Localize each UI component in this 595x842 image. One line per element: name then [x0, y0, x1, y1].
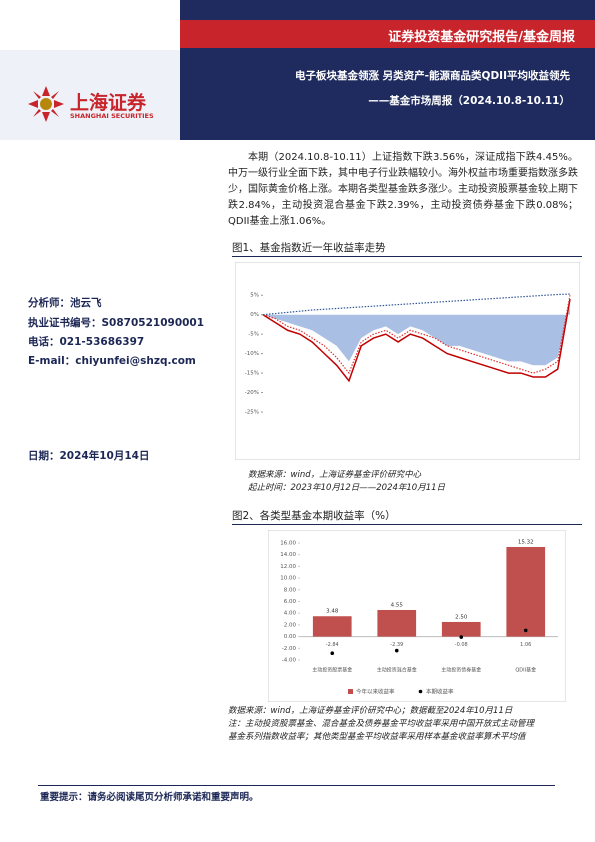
legend-label: 今年以来收益率 — [356, 688, 395, 696]
logo-icon — [28, 86, 64, 122]
value-label: 1.06 — [520, 642, 531, 648]
y-tick-label: -25% — [245, 410, 259, 416]
y-tick-label: 16.00 — [280, 541, 296, 547]
figure2-chart: 16.00 14.00 12.00 10.00 8.00 6.00 4.00 2.00 0.00… — [268, 530, 566, 702]
figure1-caption: 图1、基金指数近一年收益率走势 — [232, 242, 386, 254]
y-tick-label: -20% — [245, 390, 259, 396]
figure2-caption: 图2、各类型基金本期收益率（%） — [232, 510, 396, 522]
y-tick-label: 0% — [250, 312, 259, 318]
x-tick-label: QDII基金 — [515, 667, 536, 674]
bar — [377, 609, 417, 637]
line — [262, 295, 571, 375]
logo-en: SHANGHAI SECURITIES — [70, 112, 154, 120]
value-label: 3.48 — [326, 609, 339, 615]
value-label: -2.84 — [326, 642, 339, 648]
y-tick-label: 10.00 — [280, 576, 296, 582]
figure2-note: 注：主动投资股票基金、混合基金及债券基金平均收益率采用中国开放式主动管理 — [228, 719, 535, 729]
x-tick-label: 主动投资股票基金 — [312, 667, 352, 674]
y-tick-label: -5% — [248, 332, 259, 338]
figure2-note: 基金系列指数收益率；其他类型基金平均收益率采用样本基金收益率算术平均值 — [228, 732, 526, 742]
line — [262, 299, 571, 383]
value-label: -0.08 — [455, 642, 468, 648]
legend-swatch — [348, 689, 353, 694]
footer: 重要提示：请务必阅读尾页分析师承诺和重要声明。 — [40, 792, 259, 803]
y-tick-label: 4.00 — [284, 611, 297, 617]
line — [262, 293, 571, 316]
dot — [330, 651, 335, 656]
subtitle: ——基金市场周报（2024.10.8-10.11） — [368, 95, 570, 107]
y-tick-label: 2.00 — [284, 622, 297, 628]
figure2-note: 数据来源：wind，上海证券基金评价研究中心；数据截至2024年10月11日 — [228, 706, 513, 716]
y-tick-label: 6.00 — [284, 599, 297, 605]
legend-swatch — [418, 689, 423, 694]
footer-rule — [38, 785, 555, 786]
analyst-email: E-mail：chiyunfei@shzq.com — [28, 355, 196, 367]
analyst-cert: 执业证书编号：S0870521090001 — [28, 317, 205, 329]
analyst-name: 分析师：池云飞 — [28, 297, 102, 309]
legend-label: 本期收益率 — [426, 688, 454, 696]
y-tick-label: -2.00 — [282, 646, 297, 652]
y-tick-label: 14.00 — [280, 552, 296, 558]
report-type: 证券投资基金研究报告/基金周报 — [388, 30, 575, 45]
value-label: 15.32 — [518, 539, 534, 545]
y-tick-label: -4.00 — [282, 658, 297, 664]
value-label: 2.50 — [455, 614, 468, 620]
y-tick-label: -15% — [245, 371, 259, 377]
y-tick-label: 0.00 — [284, 634, 297, 640]
logo-cn: 上海证券 — [70, 92, 147, 114]
dot — [459, 635, 464, 639]
logo-panel — [0, 50, 180, 140]
figure1-source: 数据来源：wind，上海证券基金评价研究中心 — [248, 470, 422, 480]
date: 日期：2024年10月14日 — [28, 450, 150, 462]
rule — [232, 524, 582, 525]
bar — [312, 616, 352, 637]
y-tick-label: -10% — [245, 351, 259, 357]
value-label: 4.55 — [391, 602, 404, 608]
y-tick-label: 12.00 — [280, 564, 296, 570]
y-tick-label: 5% — [250, 293, 259, 299]
figure1-period: 起止时间：2023年10月12日——2024年10月11日 — [248, 483, 446, 493]
value-label: -2.39 — [390, 642, 403, 648]
bar — [506, 546, 546, 637]
y-tick-label: 8.00 — [284, 587, 297, 593]
x-tick-label: 主动投资债券基金 — [441, 667, 481, 674]
summary: 本期（2024.10.8-10.11）上证指数下跌3.56%，深证成指下跌4.4… — [228, 152, 578, 227]
x-tick-label: 主动投资混合基金 — [377, 667, 417, 674]
figure1-chart: 5% 0% -5% -10% -15% -20% -25% — [235, 262, 580, 460]
header-red — [180, 20, 595, 48]
bar — [441, 621, 481, 637]
analyst-phone: 电话：021-53686397 — [28, 336, 145, 348]
dot — [394, 648, 399, 653]
title: 电子板块基金领涨 另类资产-能源商品类QDII平均收益领先 — [295, 70, 570, 82]
area — [263, 306, 570, 366]
dot — [523, 628, 528, 633]
rule — [232, 256, 582, 257]
